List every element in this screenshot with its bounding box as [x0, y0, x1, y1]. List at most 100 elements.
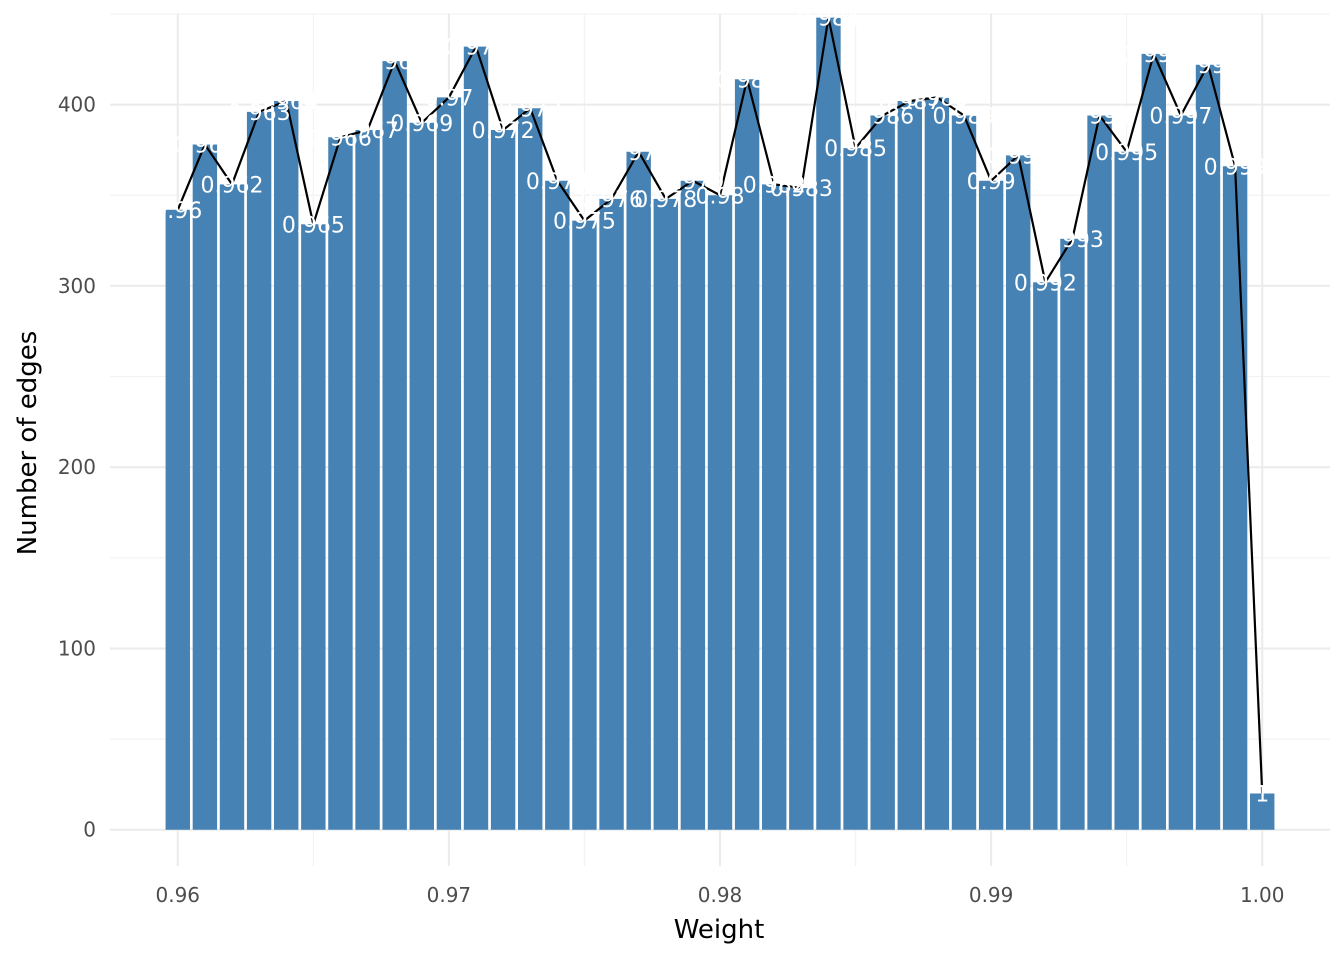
bar-labels: 0.960.9610.9620.9630.9640.9650.9660.9670… — [153, 7, 1269, 808]
bar — [274, 101, 299, 830]
bar-value-label: 0.999 — [1204, 155, 1267, 180]
bar-value-label: 0.989 — [933, 105, 996, 130]
x-tick-label: 0.96 — [156, 883, 201, 907]
bar-value-label: 0.971 — [445, 36, 508, 61]
bar — [978, 180, 1004, 830]
bar-value-label: 1 — [1255, 782, 1269, 807]
trend-line — [176, 17, 1264, 794]
bar-value-label: 0.987 — [878, 90, 941, 115]
bar-value-label: 0.982 — [743, 173, 806, 198]
bar-value-label: 0.988 — [905, 86, 968, 111]
bar-value-label: 0.984 — [797, 7, 860, 32]
bar-value-label: 0.968 — [363, 50, 426, 75]
bar — [1250, 793, 1275, 830]
bar — [382, 61, 407, 830]
bar — [490, 130, 516, 830]
bar — [789, 188, 814, 830]
bar-value-label: 0.996 — [1122, 43, 1185, 68]
bar — [1222, 166, 1248, 830]
bar — [355, 130, 380, 830]
bar — [816, 17, 841, 830]
bar — [246, 111, 272, 830]
bar — [1033, 282, 1058, 830]
bar-value-label: 0.99 — [967, 170, 1016, 195]
y-tick-label: 300 — [58, 274, 96, 298]
bar-value-label: 0.972 — [472, 119, 535, 144]
bar-value-label: 0.964 — [255, 90, 318, 115]
bar — [951, 115, 977, 830]
bar — [870, 115, 895, 830]
bar-value-label: 0.985 — [824, 137, 887, 162]
bar — [762, 184, 787, 830]
bar-value-label: 0.976 — [580, 188, 643, 213]
x-tick-label: 0.99 — [969, 883, 1014, 907]
bar-value-label: 0.978 — [634, 188, 697, 213]
bars — [165, 17, 1275, 830]
bar-value-label: 0.96 — [153, 199, 202, 224]
bar-value-label: 0.983 — [770, 177, 833, 202]
bar-value-label: 0.974 — [526, 170, 589, 195]
bar-value-label: 0.962 — [201, 173, 264, 198]
bar — [843, 148, 868, 830]
bar — [1168, 115, 1194, 830]
x-tick-label: 0.97 — [427, 883, 472, 907]
bar — [545, 180, 570, 830]
bar-value-label: 0.997 — [1149, 105, 1212, 130]
bar — [599, 198, 624, 830]
bar-value-label: 0.986 — [851, 105, 914, 130]
bar-value-label: 0.973 — [499, 97, 562, 122]
y-axis-ticks: 0 100 200 300 400 — [58, 93, 96, 842]
y-tick-label: 100 — [58, 636, 96, 660]
bar-value-label: 0.995 — [1095, 141, 1158, 166]
bar-value-label: 0.967 — [336, 119, 399, 144]
bar-value-label: 0.977 — [607, 141, 670, 166]
bar — [328, 137, 353, 830]
x-tick-label: 1.00 — [1240, 883, 1285, 907]
bar — [219, 184, 245, 830]
trend-line-group — [176, 17, 1264, 794]
bar-value-label: 0.991 — [987, 144, 1050, 169]
bar-value-label: 0.994 — [1068, 105, 1131, 130]
bar — [436, 97, 462, 830]
bar-value-label: 0.966 — [309, 126, 372, 151]
bar-value-label: 0.975 — [553, 210, 616, 235]
y-axis-title: Number of edges — [13, 331, 43, 556]
bar-value-label: 0.969 — [390, 112, 453, 137]
bar-value-label: 0.965 — [282, 213, 345, 238]
y-tick-label: 400 — [58, 93, 96, 117]
bar — [653, 198, 678, 830]
bar — [897, 101, 922, 830]
bar — [1087, 115, 1112, 830]
bar-value-label: 0.993 — [1041, 228, 1104, 253]
bar — [680, 180, 706, 830]
bar — [1114, 151, 1139, 830]
bar — [707, 195, 733, 830]
bar — [463, 46, 489, 830]
bar — [734, 79, 760, 830]
bar — [518, 108, 543, 830]
bar — [165, 209, 190, 830]
bar-value-label: 0.961 — [173, 134, 236, 159]
x-axis-ticks: 0.96 0.97 0.98 0.99 1.00 — [156, 883, 1285, 907]
bar-value-label: 0.97 — [424, 86, 473, 111]
bar — [572, 220, 597, 830]
bar-value-label: 0.981 — [716, 68, 779, 93]
y-tick-label: 0 — [83, 818, 96, 842]
bar — [924, 97, 950, 830]
bar-value-label: 0.98 — [696, 184, 745, 209]
bar — [409, 122, 434, 830]
bar — [192, 144, 218, 830]
y-tick-label: 200 — [58, 455, 96, 479]
bar-value-label: 0.963 — [228, 101, 291, 126]
bar — [626, 151, 651, 830]
x-tick-label: 0.98 — [698, 883, 743, 907]
bar — [301, 224, 326, 830]
bar — [1141, 53, 1166, 830]
bar — [1195, 64, 1221, 830]
bar-value-label: 0.979 — [661, 170, 724, 195]
bar-value-label: 0.998 — [1177, 54, 1240, 79]
bar — [1006, 155, 1031, 830]
bar-value-label: 0.992 — [1014, 271, 1077, 296]
bar — [1060, 238, 1085, 830]
